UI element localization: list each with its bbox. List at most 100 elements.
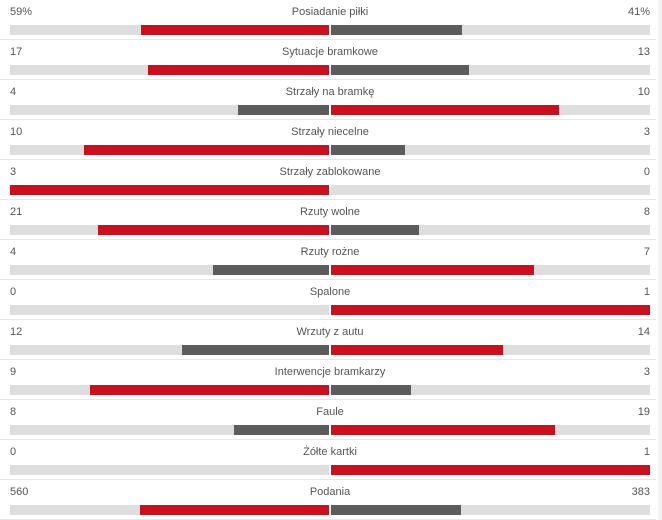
home-bar-fill xyxy=(238,105,329,115)
away-value: 10 xyxy=(637,86,650,98)
away-bar-fill xyxy=(331,265,534,275)
home-value: 9 xyxy=(10,366,17,378)
away-bar-track xyxy=(331,105,650,115)
home-value: 17 xyxy=(10,46,23,58)
home-value: 4 xyxy=(10,86,17,98)
home-bar-track xyxy=(10,105,329,115)
home-bar-track xyxy=(10,345,329,355)
away-bar-fill xyxy=(331,465,650,475)
away-value: 7 xyxy=(643,246,650,258)
stat-label: Posiadanie piłki xyxy=(291,6,369,18)
away-value: 14 xyxy=(637,326,650,338)
home-value: 8 xyxy=(10,406,17,418)
stat-label: Spalone xyxy=(309,286,351,298)
away-value: 3 xyxy=(643,366,650,378)
away-bar-fill xyxy=(331,505,461,515)
home-bar-fill xyxy=(141,25,329,35)
away-bar-track xyxy=(331,425,650,435)
away-value: 13 xyxy=(637,46,650,58)
home-value: 0 xyxy=(10,286,17,298)
away-value: 3 xyxy=(643,126,650,138)
away-bar-track xyxy=(331,225,650,235)
stat-row-faule: 8 Faule 19 xyxy=(0,400,656,440)
stat-label: Rzuty wolne xyxy=(300,206,360,218)
home-bar-fill xyxy=(90,385,329,395)
away-value: 41% xyxy=(627,6,650,18)
away-bar-track xyxy=(331,385,650,395)
home-value: 560 xyxy=(10,486,29,498)
stat-row-zolte-kartki: 0 Żółte kartki 1 xyxy=(0,440,656,480)
stat-label: Faule xyxy=(316,406,344,418)
away-bar-fill xyxy=(331,105,559,115)
stat-row-strzaly-niecelne: 10 Strzały niecelne 3 xyxy=(0,120,656,160)
away-bar-track xyxy=(331,265,650,275)
away-bar-track xyxy=(331,25,650,35)
stat-label: Podania xyxy=(309,486,351,498)
stat-row-posiadanie-pilki: 59% Posiadanie piłki 41% xyxy=(0,0,656,40)
home-bar-fill xyxy=(140,505,329,515)
stat-label: Strzały zablokowane xyxy=(279,166,381,178)
away-value: 8 xyxy=(643,206,650,218)
home-bar-fill xyxy=(148,65,329,75)
home-bar-fill xyxy=(10,185,329,195)
away-value: 1 xyxy=(643,286,650,298)
stat-label: Interwencje bramkarzy xyxy=(274,366,386,378)
home-bar-track xyxy=(10,505,329,515)
home-bar-track xyxy=(10,25,329,35)
stat-row-wrzuty-z-autu: 12 Wrzuty z autu 14 xyxy=(0,320,656,360)
home-value: 0 xyxy=(10,446,17,458)
home-value: 4 xyxy=(10,246,17,258)
stat-label: Rzuty rożne xyxy=(300,246,360,258)
away-value: 1 xyxy=(643,446,650,458)
stat-row-strzaly-zablokowane: 3 Strzały zablokowane 0 xyxy=(0,160,656,200)
away-value: 19 xyxy=(637,406,650,418)
away-bar-fill xyxy=(331,25,462,35)
home-bar-fill xyxy=(84,145,329,155)
home-bar-track xyxy=(10,145,329,155)
stat-row-spalone: 0 Spalone 1 xyxy=(0,280,656,320)
home-value: 12 xyxy=(10,326,23,338)
home-bar-track xyxy=(10,385,329,395)
home-bar-fill xyxy=(182,345,329,355)
home-bar-track xyxy=(10,465,329,475)
away-bar-track xyxy=(331,465,650,475)
stat-label: Żółte kartki xyxy=(303,446,357,458)
away-bar-track xyxy=(331,305,650,315)
away-bar-track xyxy=(331,145,650,155)
away-value: 383 xyxy=(631,486,650,498)
away-bar-fill xyxy=(331,425,555,435)
stat-row-interwencje-bramkarzy: 9 Interwencje bramkarzy 3 xyxy=(0,360,656,400)
home-bar-fill xyxy=(213,265,329,275)
home-value: 21 xyxy=(10,206,23,218)
away-bar-fill xyxy=(331,225,419,235)
home-value: 59% xyxy=(10,6,33,18)
scrollbar[interactable] xyxy=(658,0,662,520)
home-bar-fill xyxy=(98,225,329,235)
home-bar-fill xyxy=(234,425,329,435)
stat-label: Wrzuty z autu xyxy=(296,326,364,338)
away-bar-fill xyxy=(331,145,405,155)
stat-row-strzaly-na-bramke: 4 Strzały na bramkę 10 xyxy=(0,80,656,120)
away-bar-fill xyxy=(331,65,469,75)
stat-row-sytuacje-bramkowe: 17 Sytuacje bramkowe 13 xyxy=(0,40,656,80)
home-bar-track xyxy=(10,65,329,75)
away-bar-fill xyxy=(331,385,411,395)
home-bar-track xyxy=(10,425,329,435)
home-bar-track xyxy=(10,305,329,315)
away-bar-track xyxy=(331,185,650,195)
stat-label: Strzały na bramkę xyxy=(285,86,375,98)
away-bar-fill xyxy=(331,305,650,315)
home-bar-track xyxy=(10,185,329,195)
away-value: 0 xyxy=(643,166,650,178)
away-bar-track xyxy=(331,345,650,355)
home-bar-track xyxy=(10,265,329,275)
stat-row-rzuty-wolne: 21 Rzuty wolne 8 xyxy=(0,200,656,240)
home-bar-track xyxy=(10,225,329,235)
away-bar-track xyxy=(331,65,650,75)
stat-label: Sytuacje bramkowe xyxy=(282,46,378,58)
stat-row-rzuty-rozne: 4 Rzuty rożne 7 xyxy=(0,240,656,280)
stat-label: Strzały niecelne xyxy=(291,126,369,138)
home-value: 10 xyxy=(10,126,23,138)
home-value: 3 xyxy=(10,166,17,178)
